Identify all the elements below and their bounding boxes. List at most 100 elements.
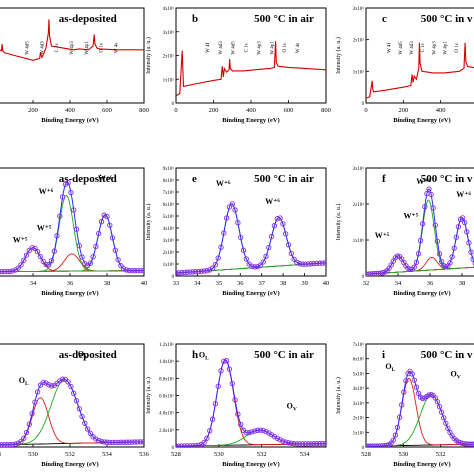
y-tick-label: 8x10⁵: [163, 178, 175, 184]
data-point: [254, 263, 261, 270]
peak-annotation: W 4d3: [410, 41, 415, 55]
peak-label: W⁺⁵: [403, 211, 418, 220]
data-point: [201, 268, 207, 274]
plot-area: W 4d5 W 4d3 C 1s W 4p3 W 4p1 O 1s W 4s: [0, 19, 144, 61]
data-point: [277, 215, 283, 221]
data-point: [46, 262, 52, 268]
x-tick-label: 36: [237, 280, 244, 287]
data-point: [101, 212, 107, 218]
data-point: [235, 411, 241, 417]
data-point: [132, 439, 138, 445]
peak-annotation: W 4d3: [219, 41, 224, 55]
peak-annotation: C 1s: [421, 43, 426, 52]
data-point: [140, 267, 144, 274]
peak-annotation: C 1s: [245, 43, 250, 52]
panel-h: 528 530 532 534 0 2.0x10⁵ 4.0x10⁵ 6.0x10⁵ 8.0x10…: [145, 342, 327, 468]
data-point: [432, 222, 438, 228]
y-tick-label: 1x10⁵: [163, 77, 175, 83]
data-point: [190, 443, 196, 447]
data-point: [181, 269, 188, 276]
data-point: [390, 437, 396, 443]
data-point: [93, 243, 99, 250]
data-point: [462, 219, 468, 226]
x-axis-label: Binding Energy (eV): [41, 461, 98, 468]
x-tick-label: 32: [363, 280, 370, 287]
plot-area: [366, 368, 474, 447]
data-point: [134, 267, 141, 274]
data-point: [285, 440, 292, 446]
data-point: [313, 441, 320, 447]
data-point: [294, 259, 300, 266]
plot-frame: [365, 343, 474, 448]
peak-annotation: W 4s: [114, 43, 119, 53]
data-point: [18, 438, 24, 445]
y-tick-label: 1.2x10⁶: [159, 342, 174, 348]
data-point: [198, 268, 204, 274]
x-tick-label: 0: [174, 107, 177, 114]
x-tick-label: 40: [141, 280, 148, 287]
x-tick-label: 800: [139, 107, 149, 114]
data-point: [420, 221, 426, 227]
data-point: [319, 440, 325, 447]
x-axis-label: Binding Energy (eV): [222, 461, 279, 468]
data-point: [184, 443, 190, 447]
data-point: [115, 439, 121, 446]
data-point: [319, 260, 325, 266]
peak-annotation: W 4d5: [26, 41, 31, 55]
y-tick-label: 1x10⁵: [163, 262, 175, 268]
peak-label: W⁺⁶: [39, 187, 54, 196]
data-point: [62, 181, 69, 187]
data-point: [32, 245, 38, 251]
peak-label: W⁺⁵: [375, 231, 390, 240]
data-point: [229, 380, 235, 387]
x-tick-label: 532: [257, 451, 267, 458]
data-point: [137, 439, 143, 445]
peak-label: OV: [287, 401, 297, 412]
data-point: [257, 262, 264, 268]
data-point: [430, 205, 436, 211]
data-point: [246, 430, 252, 436]
data-point: [322, 440, 326, 447]
survey-line: [0, 19, 144, 61]
y-axis-label: Intensity (a. u.): [145, 204, 152, 241]
data-point: [176, 270, 179, 276]
data-point: [48, 258, 55, 264]
data-point: [436, 404, 443, 410]
x-tick-label: 534: [102, 451, 113, 458]
data-point: [316, 260, 323, 266]
x-tick-label: 400: [246, 107, 256, 114]
x-tick-label: 0: [364, 107, 367, 114]
data-point: [126, 267, 132, 274]
x-tick-label: 600: [102, 107, 112, 114]
data-point: [34, 249, 41, 255]
data-point: [7, 268, 13, 275]
data-point: [184, 269, 190, 275]
data-point: [181, 443, 188, 447]
panel-f: 32 34 36 38 0 1x10⁵ 2x10⁵ 3x10⁵ Binding Energy (…: [335, 166, 474, 297]
data-point: [215, 383, 221, 389]
data-point: [187, 443, 193, 447]
data-point: [243, 256, 249, 262]
data-point: [21, 257, 27, 263]
x-axis-label: Binding Energy (eV): [41, 117, 98, 124]
data-point: [195, 268, 202, 275]
data-point: [51, 248, 57, 254]
data-point: [126, 439, 132, 445]
data-point: [46, 382, 52, 388]
data-point: [277, 437, 283, 443]
data-point: [32, 399, 38, 405]
panel-d: 3234363840Binding Energy (eV)as-deposite…: [0, 167, 148, 297]
x-tick-label: 200: [28, 107, 38, 114]
peak-label: W⁺⁶: [98, 174, 113, 183]
y-tick-label: 0: [362, 275, 365, 280]
data-point: [449, 254, 455, 260]
data-point: [71, 390, 77, 396]
peak-annotation: W 4f: [206, 43, 211, 53]
y-tick-label: 3x10⁵: [353, 401, 365, 407]
data-point: [466, 240, 472, 246]
data-point: [432, 395, 438, 401]
data-point: [118, 439, 124, 445]
y-tick-label: 1x10⁵: [353, 69, 365, 75]
data-point: [4, 268, 10, 275]
data-point: [468, 249, 474, 255]
